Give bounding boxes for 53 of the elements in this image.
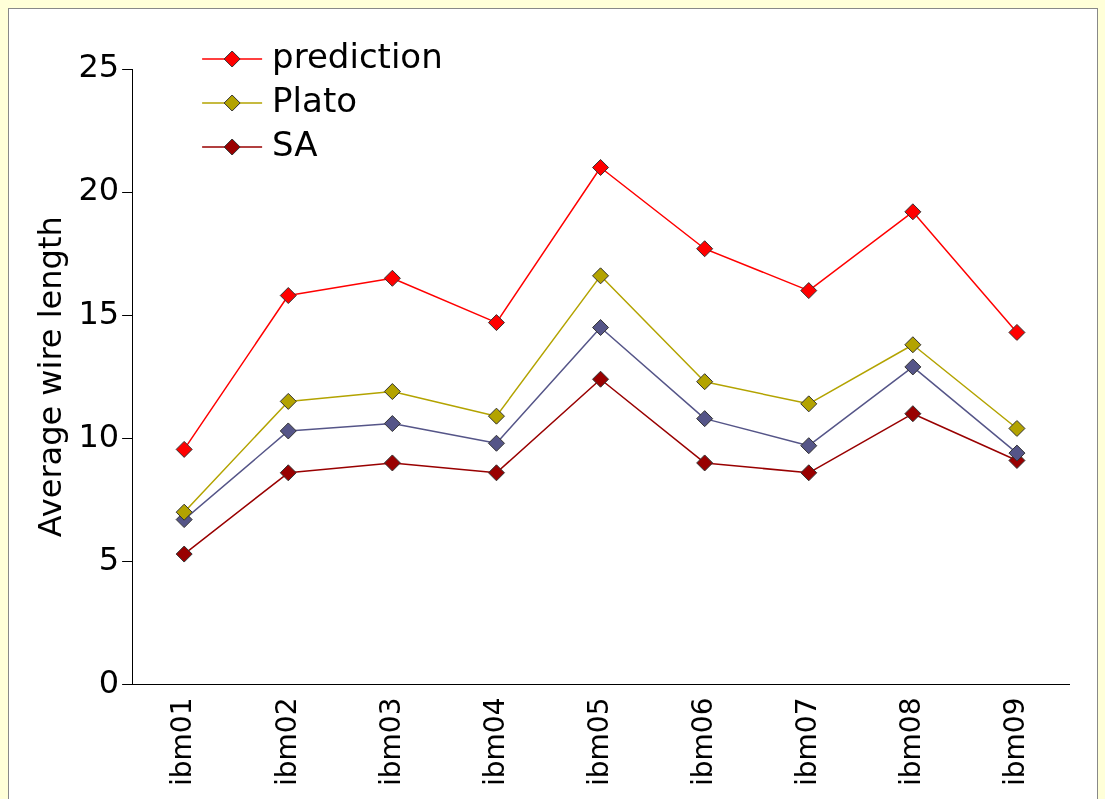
point bbox=[279, 287, 297, 305]
x-tick-label: ibm02 bbox=[269, 697, 303, 787]
x-tick-label: ibm08 bbox=[894, 697, 928, 787]
point bbox=[383, 269, 401, 287]
point bbox=[904, 358, 922, 376]
point bbox=[800, 437, 818, 455]
point bbox=[175, 503, 193, 521]
point bbox=[1008, 323, 1026, 341]
y-tick-label: 25 bbox=[78, 47, 120, 86]
x-tick-label: ibm01 bbox=[165, 697, 199, 787]
x-tick-label: ibm09 bbox=[998, 697, 1032, 787]
point bbox=[904, 405, 922, 423]
point bbox=[279, 422, 297, 440]
point bbox=[696, 454, 714, 472]
x-tick-label: ibm04 bbox=[477, 697, 511, 787]
legend-label: prediction bbox=[272, 35, 443, 76]
y-tick-label: 5 bbox=[98, 539, 120, 578]
point bbox=[800, 464, 818, 482]
point bbox=[592, 267, 610, 285]
legend-label: Plato bbox=[272, 79, 358, 120]
point bbox=[487, 434, 505, 452]
point bbox=[800, 282, 818, 300]
point bbox=[904, 336, 922, 354]
point bbox=[487, 407, 505, 425]
point bbox=[175, 545, 193, 563]
point bbox=[279, 392, 297, 410]
point bbox=[175, 440, 193, 458]
point bbox=[1008, 444, 1026, 462]
y-tick-label: 15 bbox=[78, 293, 120, 332]
x-tick-label: ibm05 bbox=[581, 697, 615, 787]
x-tick-label: ibm06 bbox=[685, 697, 719, 787]
point bbox=[592, 158, 610, 176]
point bbox=[383, 454, 401, 472]
point bbox=[904, 203, 922, 221]
point bbox=[383, 383, 401, 401]
point bbox=[487, 314, 505, 332]
point bbox=[1008, 419, 1026, 437]
point bbox=[800, 395, 818, 413]
x-tick-label: ibm03 bbox=[373, 697, 407, 787]
y-tick-label: 0 bbox=[98, 662, 120, 701]
point bbox=[279, 464, 297, 482]
point bbox=[592, 370, 610, 388]
point bbox=[383, 415, 401, 433]
point bbox=[487, 464, 505, 482]
y-axis-title: Average wire length bbox=[30, 216, 69, 538]
y-tick-label: 10 bbox=[78, 416, 120, 455]
point bbox=[696, 410, 714, 428]
y-tick-label: 20 bbox=[78, 170, 120, 209]
point bbox=[696, 373, 714, 391]
x-tick-label: ibm07 bbox=[790, 697, 824, 787]
point bbox=[592, 319, 610, 337]
legend-label: SA bbox=[272, 123, 318, 164]
point bbox=[696, 240, 714, 258]
